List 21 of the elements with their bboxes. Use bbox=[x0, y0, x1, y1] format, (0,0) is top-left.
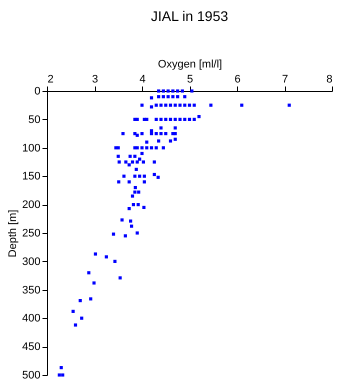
y-tick-label: 0 bbox=[34, 86, 40, 98]
y-tick-label: 450 bbox=[22, 341, 40, 354]
x-tick-label: 6 bbox=[234, 74, 241, 86]
y-tick-label: 250 bbox=[22, 228, 40, 240]
x-axis-title: Oxygen [ml/l] bbox=[158, 58, 222, 70]
y-axis-title: Depth [m] bbox=[7, 210, 20, 258]
x-tick-label: 7 bbox=[282, 74, 288, 86]
y-tick-label: 350 bbox=[22, 284, 40, 296]
x-tick-label: 5 bbox=[186, 74, 194, 86]
chart-title: JIAL in 1953 bbox=[150, 8, 228, 24]
y-tick-label: 200 bbox=[22, 199, 40, 212]
y-tick-label: 500 bbox=[22, 370, 40, 382]
y-tick-label: 300 bbox=[22, 256, 40, 268]
x-tick-label: 2 bbox=[48, 74, 54, 86]
y-tick-label: 400 bbox=[22, 312, 40, 325]
y-tick-label: 100 bbox=[22, 142, 40, 154]
x-tick-label: 4 bbox=[139, 74, 146, 86]
x-tick-label: 3 bbox=[92, 74, 98, 86]
x-tick-label: 8 bbox=[326, 74, 332, 86]
y-tick-label: 150 bbox=[22, 170, 40, 183]
y-tick-label: 50 bbox=[28, 114, 40, 126]
